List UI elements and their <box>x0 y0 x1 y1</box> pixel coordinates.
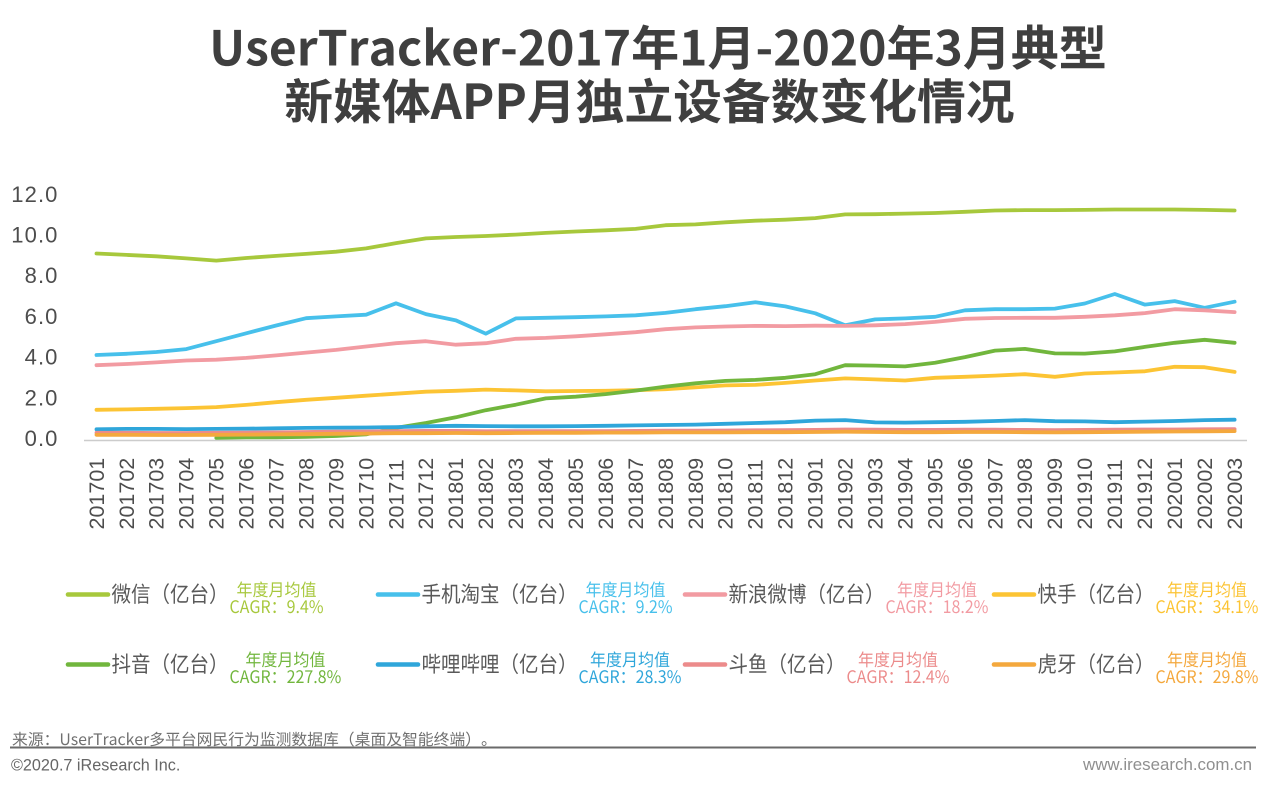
svg-text:201905: 201905 <box>923 458 947 530</box>
svg-text:201904: 201904 <box>893 458 917 530</box>
svg-text:4.0: 4.0 <box>25 345 59 370</box>
svg-text:www.iresearch.com.cn: www.iresearch.com.cn <box>1082 755 1252 774</box>
svg-text:201804: 201804 <box>534 458 558 530</box>
svg-text:201709: 201709 <box>324 458 348 530</box>
svg-text:201811: 201811 <box>744 459 768 529</box>
svg-text:201901: 201901 <box>804 458 828 530</box>
svg-text:201803: 201803 <box>504 458 528 530</box>
svg-text:201908: 201908 <box>1013 458 1037 530</box>
svg-text:201705: 201705 <box>205 458 229 530</box>
svg-text:201812: 201812 <box>774 458 798 530</box>
svg-text:201911: 201911 <box>1103 459 1127 529</box>
svg-text:201701: 201701 <box>85 458 109 530</box>
svg-text:201710: 201710 <box>354 458 378 530</box>
svg-text:201910: 201910 <box>1073 458 1097 530</box>
svg-text:201704: 201704 <box>175 458 199 530</box>
svg-text:201712: 201712 <box>414 458 438 530</box>
svg-text:201711: 201711 <box>384 459 408 529</box>
svg-text:201706: 201706 <box>235 458 259 530</box>
svg-text:10.0: 10.0 <box>11 223 58 248</box>
svg-text:201703: 201703 <box>145 458 169 530</box>
svg-text:201805: 201805 <box>564 458 588 530</box>
svg-text:201909: 201909 <box>1043 458 1067 530</box>
svg-text:201802: 201802 <box>474 458 498 530</box>
svg-text:201801: 201801 <box>444 458 468 530</box>
svg-text:201906: 201906 <box>953 458 977 530</box>
svg-text:0.0: 0.0 <box>25 426 59 451</box>
svg-text:201912: 201912 <box>1133 458 1157 530</box>
svg-text:201808: 201808 <box>654 458 678 530</box>
svg-text:2.0: 2.0 <box>25 385 59 410</box>
svg-text:©2020.7 iResearch Inc.: ©2020.7 iResearch Inc. <box>11 757 180 775</box>
svg-text:201902: 201902 <box>834 458 858 530</box>
svg-text:201810: 201810 <box>714 458 738 530</box>
svg-text:201707: 201707 <box>265 458 289 530</box>
svg-text:201903: 201903 <box>864 458 888 530</box>
svg-text:6.0: 6.0 <box>25 304 59 329</box>
svg-text:202003: 202003 <box>1223 458 1247 530</box>
svg-text:202002: 202002 <box>1193 458 1217 530</box>
svg-text:201708: 201708 <box>294 458 318 530</box>
svg-text:8.0: 8.0 <box>25 263 59 288</box>
svg-text:201702: 201702 <box>115 458 139 530</box>
svg-text:201807: 201807 <box>624 458 648 530</box>
svg-text:201907: 201907 <box>983 458 1007 530</box>
svg-text:201809: 201809 <box>684 458 708 530</box>
svg-text:201806: 201806 <box>594 458 618 530</box>
svg-text:12.0: 12.0 <box>11 182 58 207</box>
svg-text:202001: 202001 <box>1163 458 1187 530</box>
